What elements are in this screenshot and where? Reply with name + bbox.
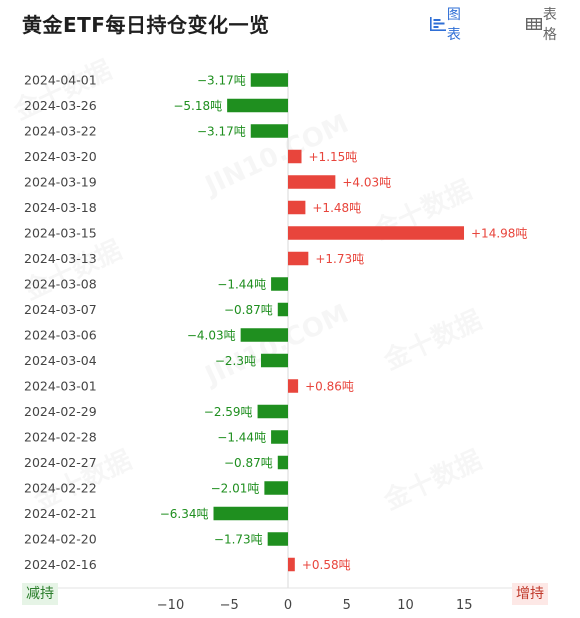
- bar: [227, 98, 288, 113]
- data-label: −0.87吨: [224, 303, 273, 317]
- bar-chart: 2024-04-01 −3.17吨 2024-03-26 −5.18吨 2024-03-…: [22, 70, 545, 613]
- x-tick-label: 10: [397, 598, 414, 613]
- bar: [277, 302, 288, 317]
- bar: [288, 557, 295, 572]
- category-label: 2024-02-28: [24, 430, 97, 445]
- x-tick-label: −10: [157, 598, 184, 613]
- x-tick-label: −5: [220, 598, 239, 613]
- data-label: +0.86吨: [305, 380, 354, 394]
- category-label: 2024-03-19: [24, 175, 97, 190]
- category-label: 2024-02-21: [24, 506, 97, 521]
- bar: [277, 455, 288, 470]
- category-label: 2024-02-22: [24, 481, 97, 496]
- bar: [257, 404, 288, 419]
- bar: [288, 251, 309, 266]
- bar: [271, 430, 288, 444]
- bar: [288, 175, 336, 189]
- bar: [240, 328, 288, 342]
- bar: [288, 200, 306, 215]
- legend-decrease: 减持: [22, 583, 58, 605]
- table-icon: [526, 17, 542, 31]
- data-label: −1.73吨: [214, 533, 263, 547]
- category-label: 2024-03-04: [24, 353, 97, 368]
- category-label: 2024-03-26: [24, 98, 97, 113]
- data-label: −3.17吨: [197, 125, 246, 139]
- data-label: −2.01吨: [211, 482, 260, 496]
- legend-increase: 增持: [512, 583, 548, 605]
- bar: [264, 481, 288, 495]
- tab-table-label: 表格: [542, 7, 557, 43]
- x-tick-label: 0: [284, 598, 292, 613]
- bar: [288, 379, 299, 393]
- data-label: −0.87吨: [224, 456, 273, 470]
- bar: [260, 353, 288, 368]
- bar: [250, 73, 288, 87]
- bar: [213, 506, 288, 521]
- category-label: 2024-03-20: [24, 149, 97, 164]
- tab-chart-label: 图表: [446, 7, 461, 43]
- category-label: 2024-02-29: [24, 404, 97, 419]
- x-tick-label: 15: [456, 598, 473, 613]
- category-label: 2024-03-15: [24, 226, 97, 241]
- data-label: +1.73吨: [315, 252, 364, 266]
- bar-chart-icon: [430, 17, 446, 31]
- category-label: 2024-03-13: [24, 251, 97, 266]
- category-label: 2024-03-06: [24, 328, 97, 343]
- category-label: 2024-03-07: [24, 302, 97, 317]
- tab-chart[interactable]: 图表: [430, 7, 466, 43]
- data-label: +1.15吨: [309, 150, 358, 164]
- category-label: 2024-03-22: [24, 124, 97, 139]
- data-label: −2.3吨: [215, 354, 256, 368]
- data-label: +14.98吨: [471, 227, 527, 241]
- data-label: +4.03吨: [342, 176, 391, 190]
- bar: [288, 226, 465, 240]
- category-label: 2024-03-18: [24, 200, 97, 215]
- bar: [271, 277, 288, 291]
- bar: [250, 124, 288, 138]
- data-label: −6.34吨: [160, 507, 209, 521]
- category-label: 2024-03-01: [24, 379, 97, 394]
- category-label: 2024-02-20: [24, 532, 97, 547]
- chart-header: 黄金ETF每日持仓变化一览 图表: [0, 0, 580, 46]
- bar: [267, 532, 288, 546]
- category-label: 2024-02-16: [24, 557, 97, 572]
- category-label: 2024-02-27: [24, 455, 97, 470]
- data-label: +1.48吨: [312, 201, 361, 215]
- tab-table[interactable]: 表格: [526, 7, 562, 43]
- bar: [288, 149, 302, 164]
- data-label: −1.44吨: [217, 431, 266, 445]
- data-label: −5.18吨: [173, 99, 222, 113]
- data-label: +0.58吨: [302, 558, 351, 572]
- x-tick-label: 5: [343, 598, 351, 613]
- page-title: 黄金ETF每日持仓变化一览: [22, 13, 270, 37]
- chart-area: 2024-04-01 −3.17吨 2024-03-26 −5.18吨 2024-03-…: [0, 60, 580, 618]
- data-label: −4.03吨: [187, 329, 236, 343]
- category-label: 2024-04-01: [24, 73, 97, 88]
- data-label: −2.59吨: [204, 405, 253, 419]
- data-label: −1.44吨: [217, 278, 266, 292]
- category-label: 2024-03-08: [24, 277, 97, 292]
- data-label: −3.17吨: [197, 74, 246, 88]
